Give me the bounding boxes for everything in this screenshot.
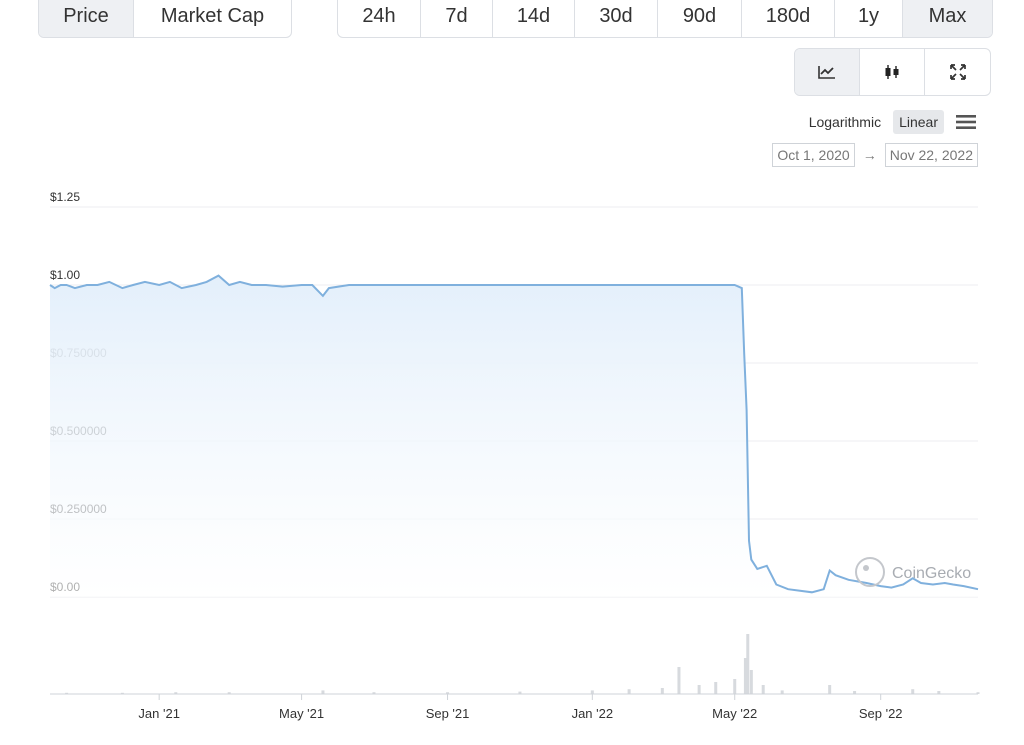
x-tick-label: Jan '22 [572, 706, 614, 721]
x-tick-label: Sep '22 [859, 706, 903, 721]
volume-bar [911, 689, 915, 694]
candlestick-button[interactable] [860, 49, 925, 95]
logarithmic-option[interactable]: Logarithmic [808, 114, 882, 130]
volume-bar [677, 667, 681, 694]
gecko-eye-icon [863, 565, 869, 571]
fullscreen-button[interactable] [925, 49, 990, 95]
volume-bar [227, 692, 231, 694]
y-tick-label: $1.00 [50, 268, 80, 282]
volume-bar [937, 691, 941, 694]
tab-price[interactable]: Price [39, 0, 134, 37]
volume-bar [853, 691, 857, 694]
range-14d[interactable]: 14d [493, 0, 575, 37]
coingecko-watermark: CoinGecko [855, 557, 971, 587]
x-tick-label: Sep '21 [426, 706, 470, 721]
volume-bar [828, 685, 832, 694]
x-tick-label: May '21 [279, 706, 324, 721]
metric-toggle: Price Market Cap [38, 0, 292, 38]
range-90d[interactable]: 90d [658, 0, 742, 37]
volume-bar [697, 685, 701, 694]
date-to-input[interactable]: Nov 22, 2022 [884, 143, 978, 167]
price-line [49, 274, 979, 594]
volume-bar [518, 691, 522, 694]
date-from-input[interactable]: Oct 1, 2020 [772, 143, 855, 167]
volume-bar [749, 670, 753, 694]
volume-bar [714, 682, 718, 694]
price-area [50, 275, 978, 597]
y-tick-label: $1.25 [50, 190, 80, 204]
x-axis: Jan '21 May '21 Sep '21 Jan '22 May '22 Sep '… [138, 694, 903, 721]
x-tick-label: Jan '21 [138, 706, 180, 721]
volume-bar [372, 692, 376, 694]
time-range-toggle: 24h 7d 14d 30d 90d 180d 1y Max [337, 0, 993, 38]
volume-bar [746, 634, 750, 694]
volume-bar [120, 692, 124, 694]
volume-bar [65, 692, 69, 694]
range-24h[interactable]: 24h [338, 0, 421, 37]
gecko-logo-icon [855, 557, 885, 587]
hamburger-menu-icon[interactable] [956, 114, 976, 130]
volume-bar [321, 690, 325, 694]
volume-bars [65, 634, 980, 694]
volume-bar [976, 692, 980, 694]
volume-bar [174, 692, 178, 694]
line-chart-icon [818, 66, 835, 79]
range-180d[interactable]: 180d [742, 0, 835, 37]
volume-bar [660, 688, 664, 694]
volume-bar [627, 689, 631, 694]
tab-market-cap[interactable]: Market Cap [160, 4, 265, 27]
line-chart-button[interactable] [795, 49, 860, 95]
range-1y[interactable]: 1y [835, 0, 903, 37]
range-max[interactable]: Max [903, 0, 992, 37]
linear-option[interactable]: Linear [893, 110, 944, 134]
volume-bar [590, 690, 594, 694]
range-7d[interactable]: 7d [421, 0, 493, 37]
date-arrow: → [862, 147, 877, 163]
chart-type-toggle [794, 48, 991, 96]
x-tick-label: May '22 [712, 706, 757, 721]
volume-bar [446, 692, 450, 694]
volume-bar [780, 690, 784, 694]
fullscreen-icon [949, 64, 966, 80]
date-range: Oct 1, 2020 → Nov 22, 2022 [772, 143, 978, 167]
volume-bar [761, 685, 765, 694]
candlestick-icon [885, 65, 899, 79]
volume-bar [733, 679, 737, 694]
range-30d[interactable]: 30d [575, 0, 658, 37]
scale-toggle: Logarithmic Linear [803, 110, 976, 134]
watermark-text: CoinGecko [892, 565, 971, 582]
volume-bar [743, 658, 747, 694]
